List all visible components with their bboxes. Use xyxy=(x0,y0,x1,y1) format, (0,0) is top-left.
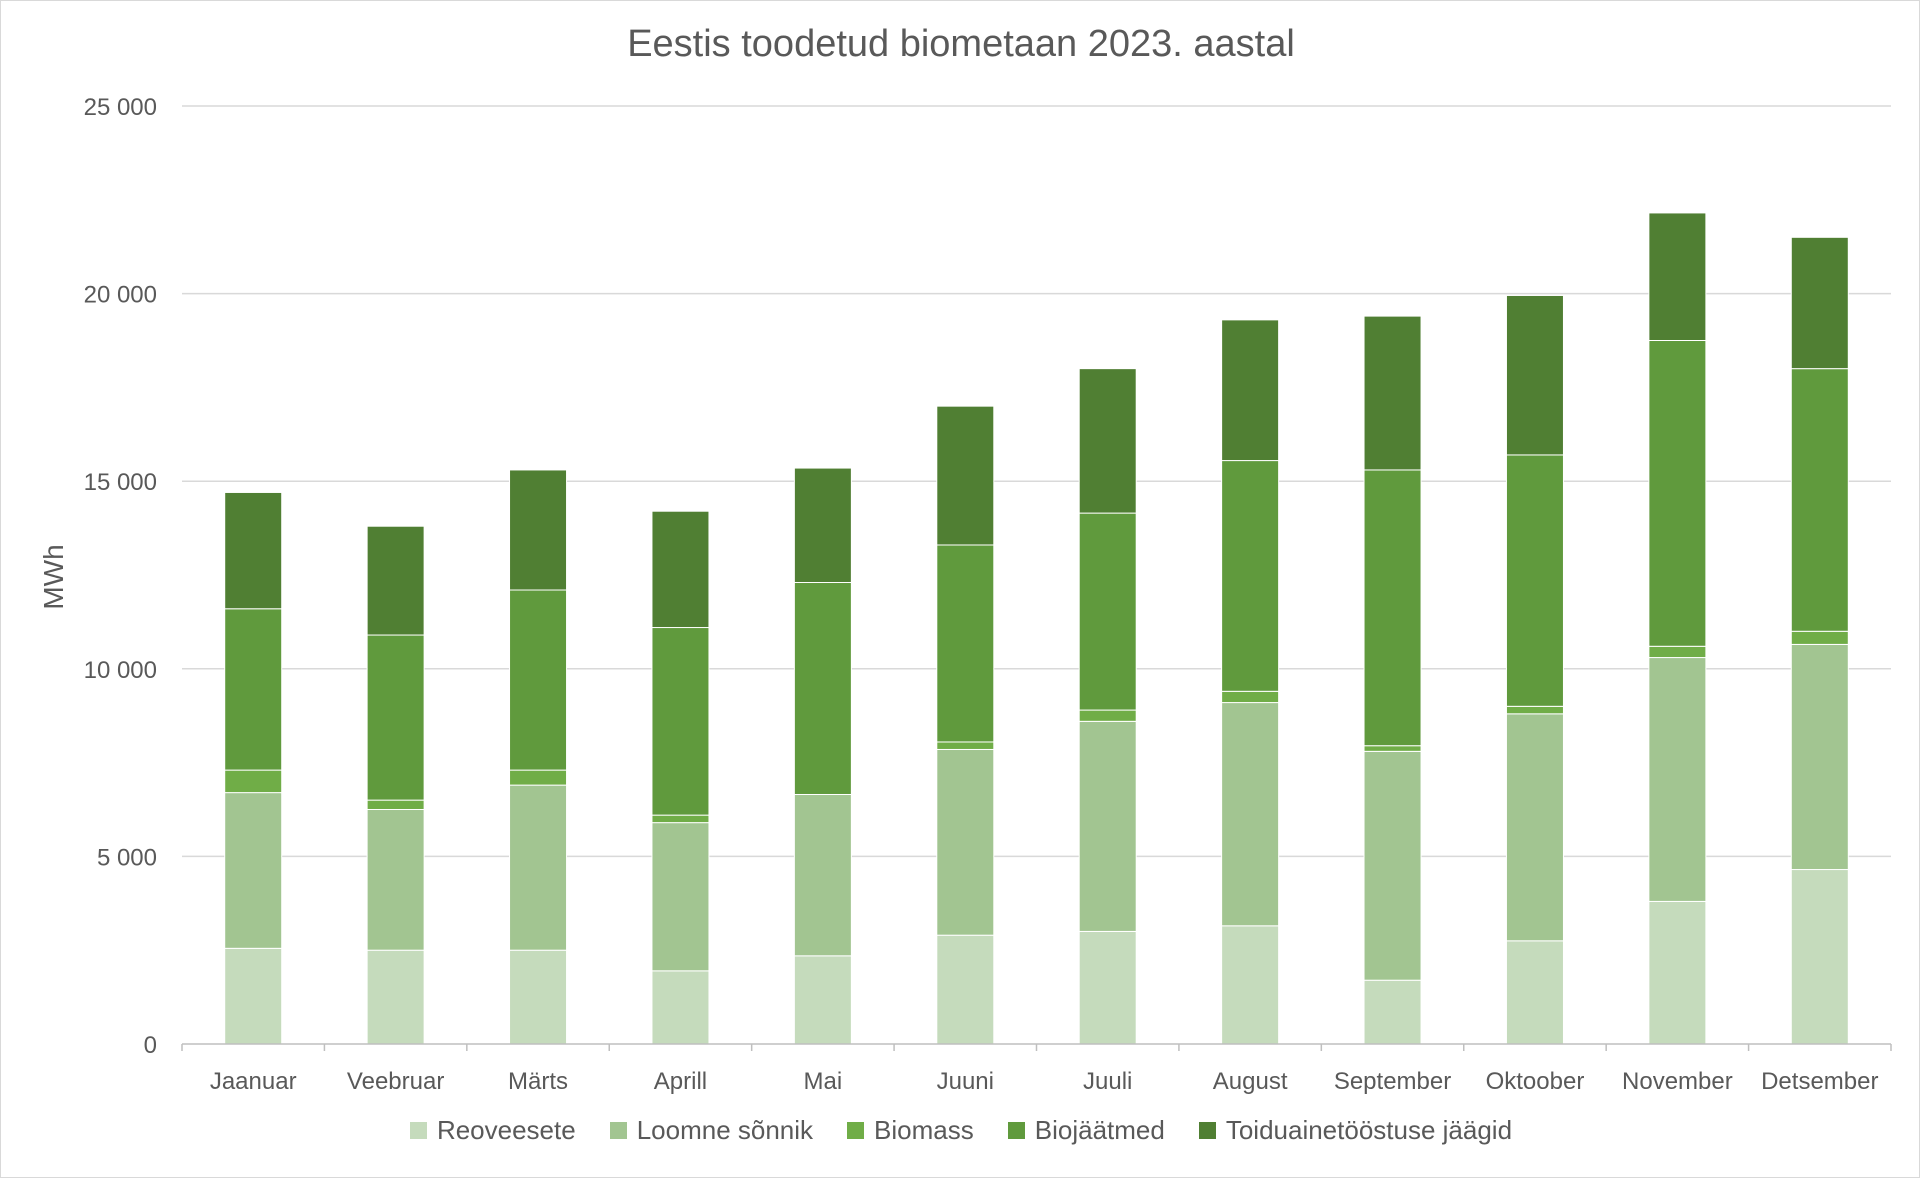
bar-segment xyxy=(1078,709,1137,722)
bar-segment xyxy=(1505,713,1564,942)
bar-segment xyxy=(224,491,283,610)
bar-segment xyxy=(366,949,425,1045)
x-tick-label: Juuli xyxy=(1083,1068,1132,1095)
y-axis-title: MWh xyxy=(38,544,69,609)
bar-segment xyxy=(793,582,852,795)
bar-segment xyxy=(1363,979,1422,1045)
bar-segment xyxy=(224,769,283,794)
bar-segment xyxy=(1648,340,1707,647)
legend-swatch xyxy=(847,1122,865,1139)
bar-segment xyxy=(366,809,425,951)
legend: Reoveesete Loomne sõnnik Biomass Biojäätmed… xyxy=(1,1115,1920,1146)
bar-segment xyxy=(1221,460,1280,692)
bar-segment xyxy=(509,469,568,591)
bar-segment xyxy=(1505,294,1564,456)
bar-segment xyxy=(1078,930,1137,1045)
legend-item: Toiduainetööstuse jäägid xyxy=(1198,1115,1513,1146)
bar-segment xyxy=(1648,645,1707,659)
x-tick-label: Veebruar xyxy=(347,1068,444,1095)
chart-plot: 0 5 000 10 000 15 000 20 000 25 000 MWh Jaanuar… xyxy=(38,94,1892,1095)
bar-segment xyxy=(1505,705,1564,715)
legend-item: Loomne sõnnik xyxy=(609,1115,814,1146)
x-tick-label: August xyxy=(1213,1068,1288,1095)
bar-segment xyxy=(1648,657,1707,902)
bar-segment xyxy=(1363,315,1422,471)
legend-swatch xyxy=(1007,1122,1025,1139)
bar-segment xyxy=(366,634,425,801)
x-tick-label: Märts xyxy=(508,1068,568,1095)
y-tick-label: 5 000 xyxy=(97,844,157,871)
bar-segment xyxy=(651,970,710,1045)
bar-segment xyxy=(936,405,995,546)
bar-segment xyxy=(1505,454,1564,707)
bar-segment xyxy=(509,949,568,1045)
bar-segment xyxy=(936,741,995,750)
bar-segment xyxy=(793,467,852,584)
bar-segment xyxy=(1363,750,1422,981)
x-tick-label: Detsember xyxy=(1761,1068,1878,1095)
bar-segment xyxy=(936,748,995,936)
y-tick-label: 0 xyxy=(144,1032,157,1059)
bar-segment xyxy=(651,814,710,824)
x-tick-label: November xyxy=(1622,1068,1733,1095)
bar-segment xyxy=(224,947,283,1045)
legend-label: Loomne sõnnik xyxy=(636,1115,814,1145)
y-tick-label: 10 000 xyxy=(84,657,157,684)
bar-segment xyxy=(1648,212,1707,342)
legend-label: Biojäätmed xyxy=(1034,1115,1165,1145)
bar-segment xyxy=(366,799,425,810)
bar-segment xyxy=(224,608,283,771)
bar-segment xyxy=(1790,630,1849,645)
bar-segment xyxy=(366,525,425,636)
x-tick-label: September xyxy=(1334,1068,1451,1095)
bar-segment xyxy=(1790,643,1849,871)
chart-title: Eestis toodetud biometaan 2023. aastal xyxy=(627,23,1295,65)
legend-swatch xyxy=(409,1122,427,1139)
bar-segment xyxy=(1078,720,1137,932)
bar-segment xyxy=(651,627,710,816)
x-tick-label: Oktoober xyxy=(1486,1068,1585,1095)
bar-segment xyxy=(509,784,568,951)
bar-segment xyxy=(1505,940,1564,1045)
y-tick-label: 25 000 xyxy=(84,94,157,121)
bar-segment xyxy=(1078,512,1137,711)
bar-segment xyxy=(651,510,710,629)
bar-segment xyxy=(1648,900,1707,1045)
bar-segment xyxy=(1078,368,1137,514)
legend-label: Toiduainetööstuse jäägid xyxy=(1225,1115,1513,1145)
x-tick-label: Aprill xyxy=(654,1068,707,1095)
bar-segment xyxy=(1790,368,1849,632)
bar-segment xyxy=(1363,745,1422,752)
bar-segment xyxy=(1363,469,1422,747)
legend-label: Biomass xyxy=(874,1115,974,1145)
bar-segment xyxy=(224,792,283,949)
bar-segment xyxy=(936,544,995,743)
bar-segment xyxy=(509,589,568,771)
x-tick-label: Mai xyxy=(804,1068,843,1095)
bar-segment xyxy=(1221,925,1280,1045)
bar-segment xyxy=(1221,690,1280,704)
legend-swatch xyxy=(1198,1122,1216,1139)
bar-segment xyxy=(1790,236,1849,370)
bar-segment xyxy=(651,822,710,972)
legend-item: Reoveesete xyxy=(409,1115,576,1146)
legend-item: Biomass xyxy=(847,1115,974,1146)
bar-segment xyxy=(1221,319,1280,462)
bar-segment xyxy=(793,793,852,957)
legend-item: Biojäätmed xyxy=(1007,1115,1165,1146)
x-tick-label: Jaanuar xyxy=(210,1068,297,1095)
legend-label: Reoveesete xyxy=(436,1115,576,1145)
bar-segment xyxy=(793,955,852,1045)
bar-segment xyxy=(1790,869,1849,1045)
y-tick-label: 15 000 xyxy=(84,469,157,496)
y-tick-label: 20 000 xyxy=(84,282,157,309)
bar-segment xyxy=(936,934,995,1045)
legend-swatch xyxy=(609,1122,627,1139)
bar-segment xyxy=(1221,702,1280,927)
x-tick-label: Juuni xyxy=(937,1068,994,1095)
bar-segment xyxy=(509,769,568,786)
